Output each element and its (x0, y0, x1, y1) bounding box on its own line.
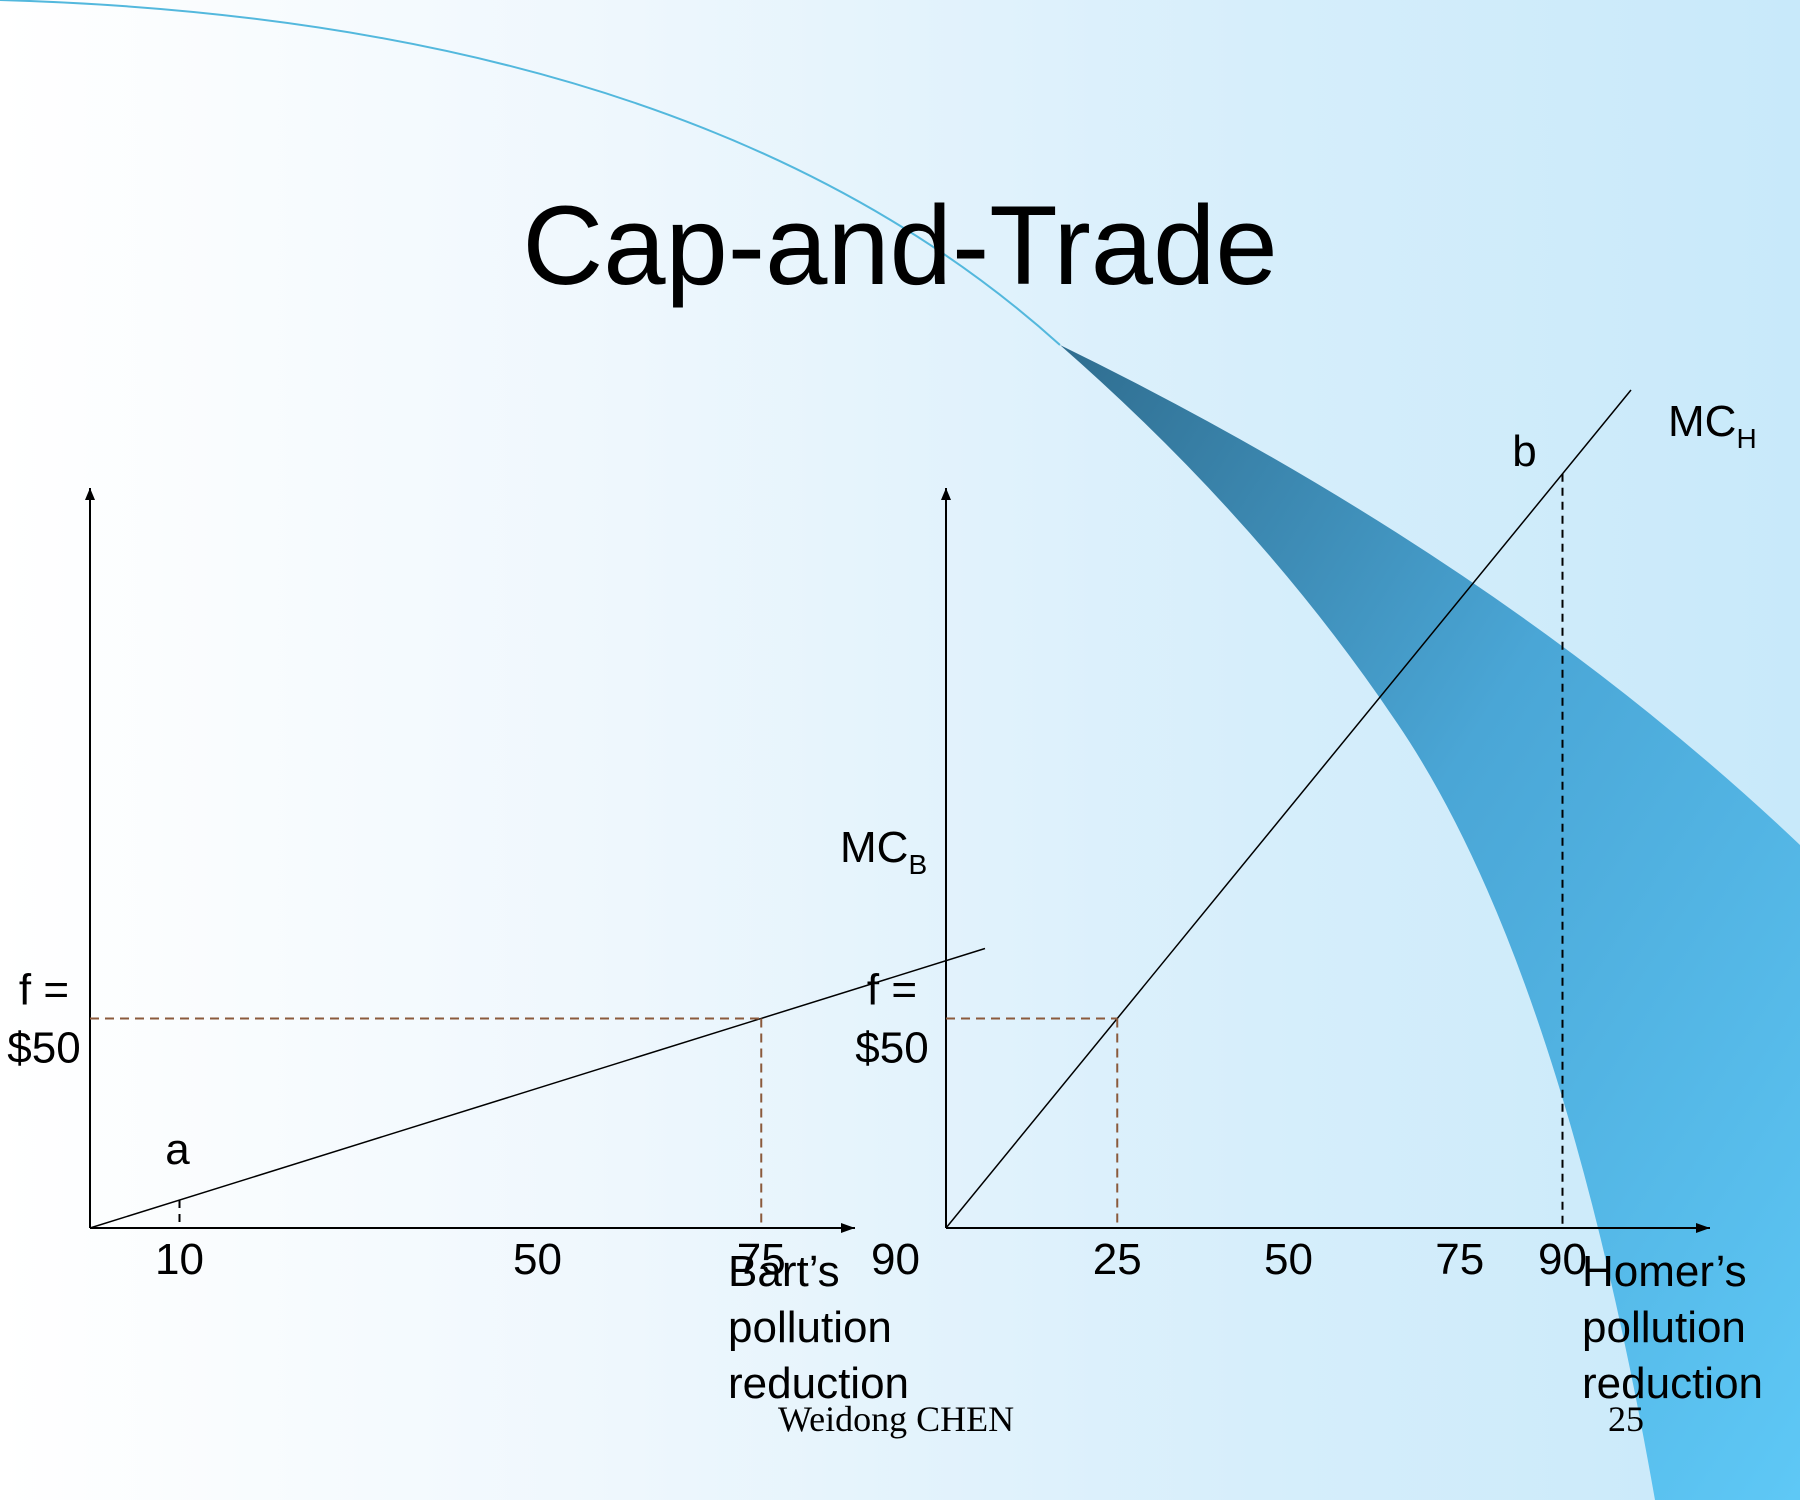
homer-chart-panel: 25 50 75 90 f = $50 Homer’s pollution reduction M… (855, 389, 1763, 1408)
x-tick-label: 10 (155, 1235, 204, 1284)
series-label: MCB (840, 823, 927, 880)
x-axis-label-line: Homer’s (1582, 1247, 1747, 1296)
bart-chart-panel: 10 50 75 90 f = $50 Bart’s pollution reduction MC… (7, 488, 986, 1408)
y-label-fee-line2: $50 (855, 1024, 928, 1073)
x-tick-label: 75 (737, 1235, 786, 1284)
x-tick-label: 50 (1264, 1235, 1313, 1284)
x-tick-label: 25 (1093, 1235, 1142, 1284)
y-label-fee-line1: f = (19, 966, 69, 1015)
series-label: MCH (1668, 397, 1757, 454)
series-line (89, 947, 986, 1229)
point-label: a (165, 1125, 190, 1174)
x-axis-label-line: reduction (728, 1359, 909, 1408)
x-axis-label-line: pollution (1582, 1303, 1746, 1352)
x-tick-label: 90 (1538, 1235, 1587, 1284)
series-line (945, 389, 1632, 1229)
x-axis-label-line: reduction (1582, 1359, 1763, 1408)
x-tick-label: 90 (871, 1235, 920, 1284)
x-tick-label: 50 (513, 1235, 562, 1284)
x-axis-arrow (1696, 1223, 1710, 1233)
y-label-fee-line1: f = (867, 966, 917, 1015)
x-axis-arrow (841, 1223, 855, 1233)
y-label-fee-line2: $50 (7, 1024, 80, 1073)
point-label: b (1512, 427, 1536, 476)
y-axis-arrow (941, 488, 951, 500)
footer-author: Weidong CHEN (778, 1399, 1015, 1439)
decorative-arc (0, 0, 1061, 346)
slide-title: Cap-and-Trade (522, 183, 1278, 308)
slide-page-number: 25 (1608, 1399, 1644, 1439)
y-axis-arrow (85, 488, 95, 500)
decorative-ribbon (1060, 345, 1800, 1500)
x-axis-label-line: Bart’s (728, 1247, 840, 1296)
x-tick-label: 75 (1435, 1235, 1484, 1284)
x-axis-label-line: pollution (728, 1303, 892, 1352)
